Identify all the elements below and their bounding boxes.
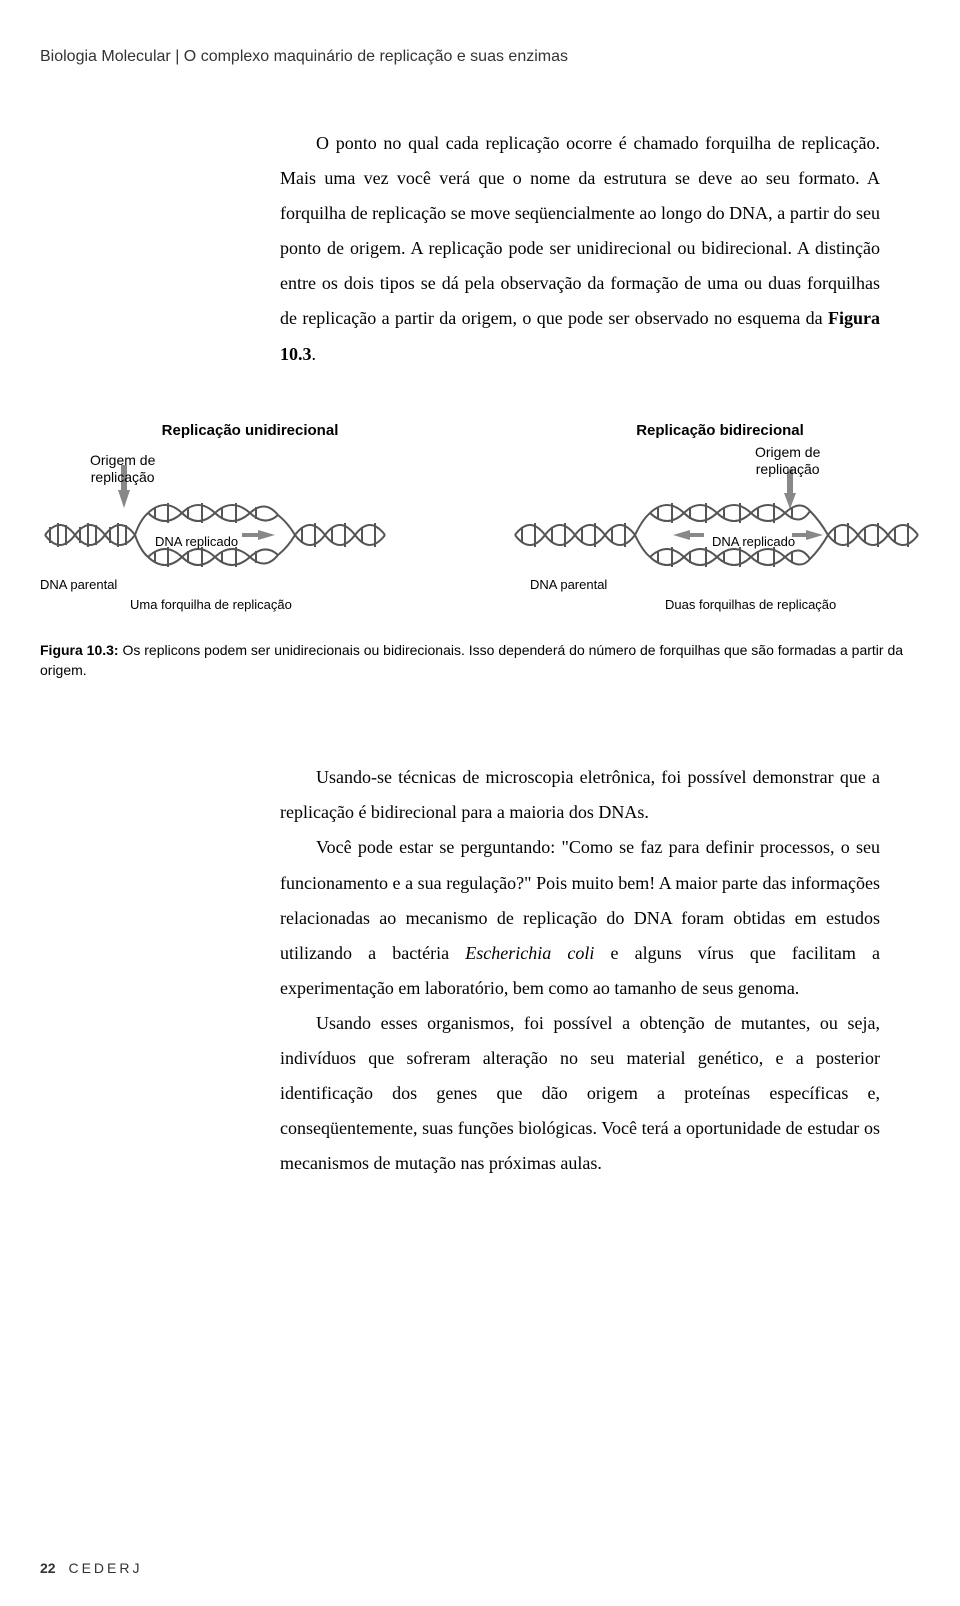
body-p2-1-text: Usando-se técnicas de microscopia eletrô… <box>280 767 880 822</box>
body-paragraph-1: O ponto no qual cada replicação ocorre é… <box>280 126 880 372</box>
dna-parental-label-left: DNA parental <box>40 577 117 592</box>
body-p2-2-italic: Escherichia coli <box>465 943 594 963</box>
diagram-bidirectional: Replicação bidirecional Origem dereplica… <box>510 422 930 612</box>
diagram-right-title: Replicação bidirecional <box>510 422 930 439</box>
body-p2-3: Usando esses organismos, foi possível a … <box>280 1006 880 1181</box>
diagram-left-caption: Uma forquilha de replicação <box>130 597 292 612</box>
page-number: 22 <box>40 1560 56 1576</box>
page-header: Biologia Molecular | O complexo maquinár… <box>40 48 920 66</box>
body-text-1-end: . <box>312 344 317 364</box>
body-p2-1: Usando-se técnicas de microscopia eletrô… <box>280 760 880 830</box>
figure-10-3: Replicação unidirecional Origem dereplic… <box>40 422 920 681</box>
header-separator: | <box>175 48 179 65</box>
chapter-title: O complexo maquinário de replicação e su… <box>184 48 568 65</box>
body-text-1: O ponto no qual cada replicação ocorre é… <box>280 133 880 328</box>
course-name: Biologia Molecular <box>40 48 171 65</box>
dna-replicado-label-left: DNA replicado <box>155 534 238 549</box>
diagram-left-title: Replicação unidirecional <box>40 422 460 439</box>
footer-brand: CEDERJ <box>68 1560 142 1576</box>
body-p2-3-text: Usando esses organismos, foi possível a … <box>280 1013 880 1173</box>
figure-caption-bold: Figura 10.3: <box>40 642 119 658</box>
origin-label-left: Origem dereplicação <box>90 452 155 487</box>
diagram-right-caption: Duas forquilhas de replicação <box>665 597 836 612</box>
dna-parental-label-right: DNA parental <box>530 577 607 592</box>
origin-label-right: Origem dereplicação <box>755 444 820 479</box>
page-footer: 22 CEDERJ <box>40 1560 142 1576</box>
body-p2-2: Você pode estar se perguntando: "Como se… <box>280 830 880 1005</box>
body-lower: Usando-se técnicas de microscopia eletrô… <box>280 760 880 1181</box>
figure-caption-text: Os replicons podem ser unidirecionais ou… <box>40 642 903 678</box>
dna-diagram-right <box>510 445 930 575</box>
dna-replicado-label-right: DNA replicado <box>712 534 795 549</box>
figure-caption: Figura 10.3: Os replicons podem ser unid… <box>40 640 920 681</box>
diagram-unidirectional: Replicação unidirecional Origem dereplic… <box>40 422 460 612</box>
